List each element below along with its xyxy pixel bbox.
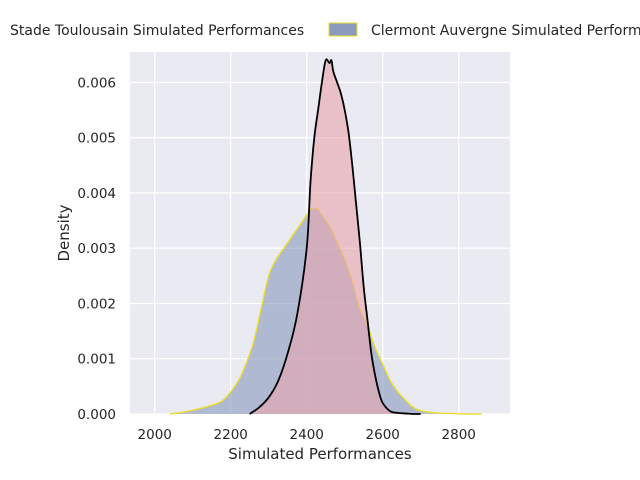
x-tick-label: 2600 bbox=[366, 427, 400, 443]
y-tick-label: 0.000 bbox=[77, 407, 116, 423]
x-tick-label: 2800 bbox=[442, 427, 476, 443]
x-tick-label: 2000 bbox=[138, 427, 172, 443]
y-tick-label: 0.005 bbox=[77, 131, 116, 147]
y-tick-label: 0.006 bbox=[77, 75, 116, 91]
density-fill bbox=[249, 59, 421, 415]
y-axis-ticks: 0.000 0.001 0.002 0.003 0.004 0.005 0.006 bbox=[77, 75, 116, 423]
density-areas bbox=[169, 58, 482, 415]
legend-entry-label: Clermont Auvergne Simulated Performances bbox=[371, 23, 640, 39]
y-tick-label: 0.004 bbox=[77, 186, 116, 202]
x-axis-label: Simulated Performances bbox=[228, 445, 412, 463]
legend-entry-label: Stade Toulousain Simulated Performances bbox=[10, 23, 304, 39]
y-tick-label: 0.002 bbox=[77, 296, 116, 312]
legend-swatch bbox=[328, 22, 358, 37]
y-tick-label: 0.001 bbox=[77, 352, 116, 368]
y-tick-label: 0.003 bbox=[77, 241, 116, 257]
density-curve bbox=[249, 58, 421, 415]
x-tick-label: 2400 bbox=[290, 427, 324, 443]
legend: Stade Toulousain Simulated Performances … bbox=[10, 22, 640, 39]
y-axis-label: Density bbox=[55, 204, 73, 261]
x-axis-ticks: 2000 2200 2400 2600 2800 bbox=[138, 427, 476, 443]
x-tick-label: 2200 bbox=[214, 427, 248, 443]
